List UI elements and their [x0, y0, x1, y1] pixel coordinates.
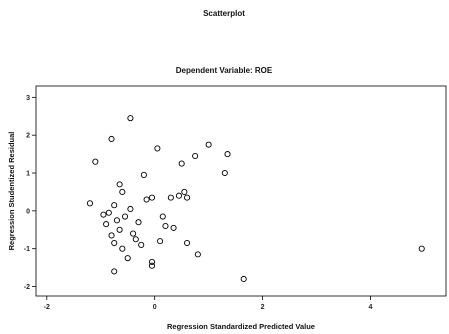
- y-axis-label: Regression Studentized Residual: [7, 132, 16, 251]
- y-tick-label: -1: [24, 246, 30, 253]
- scatter-point: [175, 192, 183, 199]
- x-axis: -2 0 2 4: [44, 296, 373, 311]
- scatter-point: [119, 188, 126, 195]
- scatter-point: [221, 169, 228, 177]
- scatter-point: [167, 194, 174, 201]
- scatter-point: [157, 238, 164, 245]
- scatter-point: [170, 224, 177, 231]
- scatter-point: [224, 151, 231, 158]
- scatter-point: [143, 196, 150, 203]
- scatter-point: [100, 211, 107, 218]
- scatter-point: [162, 222, 169, 230]
- scatter-point: [178, 160, 185, 167]
- x-tick-label: 4: [369, 304, 373, 311]
- scatter-point: [124, 255, 131, 262]
- x-axis-label: Regression Standardized Predicted Value: [167, 322, 315, 331]
- y-tick-label: 2: [26, 133, 30, 140]
- scatter-point: [154, 145, 161, 152]
- scatter-point: [92, 158, 99, 165]
- data-points: [86, 115, 425, 283]
- scatter-point: [108, 135, 115, 143]
- scatter-point: [135, 219, 142, 226]
- scatter-point: [103, 221, 110, 228]
- scatter-point: [140, 171, 147, 178]
- scatter-point: [138, 241, 145, 248]
- scatter-point: [121, 213, 129, 220]
- y-axis: -2 -1 0 1 2 3: [24, 95, 36, 291]
- y-tick-label: -2: [24, 284, 30, 291]
- scatter-point: [127, 115, 134, 122]
- scatter-point: [116, 181, 123, 188]
- scatter-point: [116, 226, 123, 233]
- scatter-point: [111, 202, 118, 209]
- scatter-point: [159, 213, 166, 220]
- scatter-point: [119, 245, 126, 252]
- plot-area: [35, 85, 447, 297]
- y-tick-label: 3: [26, 95, 30, 102]
- scatter-point: [181, 188, 188, 195]
- scatter-point: [148, 194, 156, 201]
- scatter-point: [184, 194, 191, 201]
- x-tick-label: -2: [44, 304, 50, 311]
- scatter-point: [130, 230, 137, 237]
- scatter-point: [111, 239, 118, 247]
- chart-subtitle: Dependent Variable: ROE: [176, 66, 273, 75]
- scatter-point: [148, 258, 156, 265]
- scatter-point: [205, 141, 212, 148]
- scatter-point: [418, 245, 425, 252]
- scatter-point: [184, 239, 191, 247]
- scatter-point: [108, 232, 115, 239]
- scatter-point: [194, 251, 201, 258]
- scatter-point: [127, 205, 134, 213]
- chart-title: Scatterplot: [203, 9, 245, 18]
- scatter-point: [240, 275, 247, 283]
- x-tick-label: 0: [153, 304, 157, 311]
- scatter-point: [111, 268, 118, 275]
- y-tick-label: 1: [26, 171, 30, 178]
- x-tick-label: 2: [261, 304, 265, 311]
- scatter-point: [105, 209, 112, 216]
- scatter-point: [132, 236, 139, 243]
- scatter-point: [192, 152, 199, 160]
- scatter-point: [148, 262, 156, 269]
- scatter-point: [113, 217, 120, 224]
- scatter-point: [86, 200, 93, 207]
- y-tick-label: 0: [26, 208, 30, 215]
